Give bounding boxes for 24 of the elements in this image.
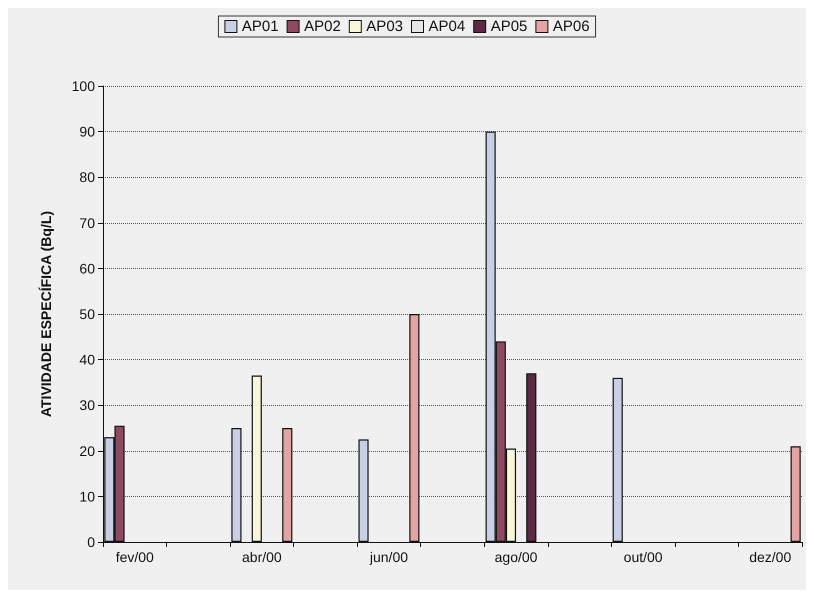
- y-tick-label: 60: [79, 260, 96, 276]
- legend-label: AP02: [304, 18, 341, 35]
- x-tick-label: out/00: [624, 549, 663, 565]
- y-tick-label: 80: [79, 169, 96, 186]
- y-tick-label: 50: [79, 306, 96, 322]
- x-tick-label: ago/00: [494, 549, 538, 565]
- y-tick-label: 100: [72, 78, 96, 94]
- y-tick-label: 30: [79, 397, 96, 414]
- y-tick-label: 0: [87, 534, 96, 550]
- y-axis-title: ATIVIDADE ESPECÍFICA (Bq/L): [38, 210, 54, 418]
- x-tick-label: dez/00: [749, 549, 792, 565]
- legend-label: AP06: [552, 18, 590, 35]
- y-tick-label: 40: [79, 352, 96, 368]
- x-tick-label: abr/00: [242, 549, 282, 565]
- legend-label: AP04: [428, 18, 466, 35]
- y-tick-label: 20: [79, 442, 96, 459]
- legend-label: AP01: [242, 18, 279, 35]
- y-tick-label: 90: [79, 124, 96, 140]
- x-tick-label: jun/00: [368, 549, 408, 565]
- legend-label: AP05: [490, 18, 528, 35]
- y-tick-label: 10: [79, 488, 96, 504]
- legend-label: AP03: [366, 18, 404, 35]
- x-tick-label: fev/00: [116, 549, 154, 565]
- y-tick-label: 70: [79, 214, 96, 231]
